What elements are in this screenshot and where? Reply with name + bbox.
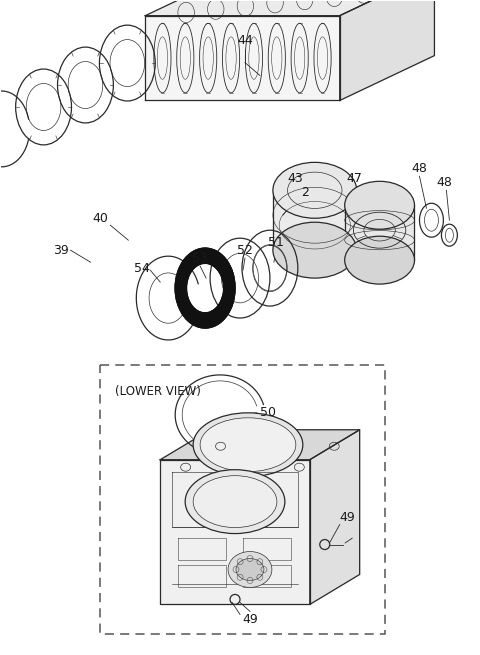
Polygon shape xyxy=(145,0,434,16)
Text: 44: 44 xyxy=(237,34,253,47)
Text: 39: 39 xyxy=(53,244,68,257)
Text: 53: 53 xyxy=(192,252,208,265)
Ellipse shape xyxy=(345,181,415,229)
Ellipse shape xyxy=(273,162,357,218)
Ellipse shape xyxy=(193,413,303,477)
Text: 52: 52 xyxy=(237,244,253,257)
Ellipse shape xyxy=(193,476,277,527)
Ellipse shape xyxy=(185,470,285,534)
Polygon shape xyxy=(175,248,234,328)
Polygon shape xyxy=(273,191,357,250)
Polygon shape xyxy=(345,205,415,260)
Text: 49: 49 xyxy=(242,613,258,626)
Text: 54: 54 xyxy=(134,261,150,274)
Ellipse shape xyxy=(200,418,296,472)
Polygon shape xyxy=(211,250,235,326)
Text: 40: 40 xyxy=(93,212,108,225)
Text: 48: 48 xyxy=(411,162,427,175)
Text: 43: 43 xyxy=(287,172,303,185)
Text: 51: 51 xyxy=(268,236,284,249)
Bar xyxy=(100,365,384,634)
Text: 49: 49 xyxy=(340,511,356,524)
Ellipse shape xyxy=(228,552,272,588)
Text: 47: 47 xyxy=(347,172,362,185)
Text: 50: 50 xyxy=(260,406,276,419)
Polygon shape xyxy=(145,16,340,100)
Text: 48: 48 xyxy=(436,176,452,189)
Polygon shape xyxy=(160,430,360,460)
Polygon shape xyxy=(340,0,434,100)
Ellipse shape xyxy=(273,222,357,278)
Polygon shape xyxy=(310,430,360,605)
Text: (LOWER VIEW): (LOWER VIEW) xyxy=(115,385,201,398)
Text: 2: 2 xyxy=(301,186,309,198)
Ellipse shape xyxy=(345,236,415,284)
Polygon shape xyxy=(160,460,310,605)
Ellipse shape xyxy=(236,559,264,580)
